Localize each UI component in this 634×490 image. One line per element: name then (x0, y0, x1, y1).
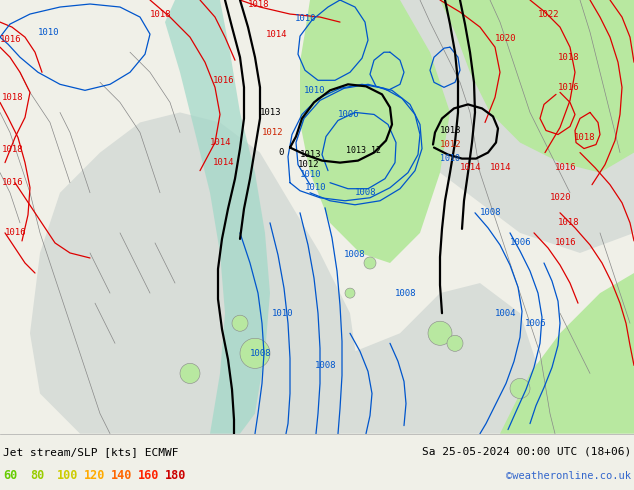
Text: 1014: 1014 (460, 163, 481, 172)
Text: 1022: 1022 (538, 9, 559, 19)
Text: 140: 140 (111, 469, 133, 483)
Text: 1010: 1010 (38, 27, 60, 37)
Text: 1010: 1010 (440, 154, 460, 163)
Text: 1016: 1016 (2, 178, 23, 187)
Text: 1016: 1016 (5, 228, 27, 237)
Text: 1008: 1008 (344, 250, 365, 260)
Text: 1018: 1018 (558, 53, 579, 62)
Circle shape (180, 364, 200, 384)
Text: 1006: 1006 (510, 239, 531, 247)
Text: 1018: 1018 (248, 0, 269, 8)
Text: 1010: 1010 (305, 183, 327, 192)
Circle shape (240, 338, 270, 368)
Text: 1010: 1010 (300, 170, 321, 179)
Text: 1008: 1008 (315, 361, 337, 370)
Text: 100: 100 (57, 469, 79, 483)
Text: Sa 25-05-2024 00:00 UTC (18+06): Sa 25-05-2024 00:00 UTC (18+06) (422, 447, 631, 457)
Text: 1008: 1008 (250, 349, 271, 358)
Text: 1006: 1006 (338, 110, 359, 119)
Text: 1014: 1014 (266, 29, 287, 39)
Text: 1020: 1020 (550, 193, 571, 202)
Text: 1018: 1018 (150, 9, 172, 19)
Text: 0: 0 (278, 148, 283, 157)
Text: 1004: 1004 (495, 309, 517, 318)
Text: ©weatheronline.co.uk: ©weatheronline.co.uk (506, 471, 631, 481)
Circle shape (364, 257, 376, 269)
Text: 1008: 1008 (355, 188, 377, 197)
Text: 1008: 1008 (480, 208, 501, 217)
Polygon shape (300, 0, 450, 263)
Text: 1016: 1016 (555, 163, 576, 172)
Text: 1020: 1020 (495, 34, 517, 43)
Text: 1010: 1010 (295, 14, 316, 23)
Text: 1014: 1014 (210, 138, 231, 147)
Text: 180: 180 (165, 469, 186, 483)
Text: 1012: 1012 (262, 128, 283, 137)
Circle shape (345, 288, 355, 298)
Circle shape (447, 335, 463, 351)
Text: 1006: 1006 (525, 318, 547, 328)
Polygon shape (330, 0, 634, 253)
Text: 1012: 1012 (440, 140, 462, 149)
Text: 1014: 1014 (490, 163, 512, 172)
Polygon shape (200, 283, 540, 434)
Text: 1010: 1010 (304, 86, 325, 95)
Text: 1013: 1013 (300, 150, 321, 159)
Circle shape (232, 315, 248, 331)
Polygon shape (165, 0, 270, 434)
Text: Jet stream/SLP [kts] ECMWF: Jet stream/SLP [kts] ECMWF (3, 447, 179, 457)
Circle shape (510, 378, 530, 398)
Text: 60: 60 (3, 469, 17, 483)
Text: 1018: 1018 (2, 93, 23, 102)
Text: 1016: 1016 (555, 239, 576, 247)
Text: 1016: 1016 (558, 83, 579, 92)
Text: 1018: 1018 (558, 219, 579, 227)
Polygon shape (30, 112, 360, 434)
Text: 1010: 1010 (272, 309, 294, 318)
Polygon shape (440, 0, 634, 172)
Text: 1013: 1013 (440, 126, 462, 135)
Text: 160: 160 (138, 469, 159, 483)
Text: 1012: 1012 (298, 160, 320, 169)
Text: 1018: 1018 (2, 145, 23, 154)
Text: 120: 120 (84, 469, 105, 483)
Text: 1018: 1018 (574, 133, 595, 142)
Circle shape (428, 321, 452, 345)
Text: 1016: 1016 (213, 76, 235, 85)
Text: 1014: 1014 (213, 158, 235, 167)
Text: 1013: 1013 (260, 108, 281, 117)
Text: 1016: 1016 (0, 35, 22, 44)
Text: 1008: 1008 (395, 289, 417, 297)
Text: 80: 80 (30, 469, 44, 483)
Polygon shape (500, 273, 634, 434)
Text: 1013 12: 1013 12 (346, 146, 381, 155)
